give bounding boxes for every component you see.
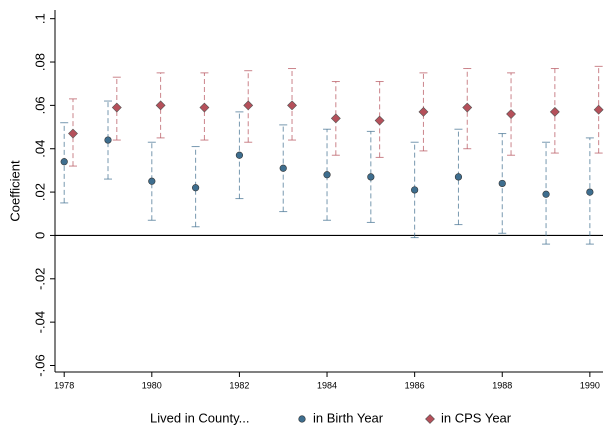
y-tick-label: .04 xyxy=(32,140,47,158)
point xyxy=(323,171,331,179)
point xyxy=(235,151,244,159)
point xyxy=(542,190,550,198)
legend-label: in Birth Year xyxy=(313,410,384,425)
point xyxy=(462,102,473,113)
point xyxy=(367,173,375,181)
y-tick-label: .08 xyxy=(32,53,47,71)
point xyxy=(192,184,200,192)
y-tick-label: .06 xyxy=(32,96,47,114)
point xyxy=(111,102,122,113)
legend-marker xyxy=(425,414,435,424)
point xyxy=(418,106,429,117)
point xyxy=(498,179,506,188)
point xyxy=(411,186,419,194)
x-tick-label: 1986 xyxy=(405,380,425,390)
point xyxy=(60,158,68,166)
x-tick-label: 1990 xyxy=(580,380,600,390)
point xyxy=(549,106,560,117)
x-tick-label: 1978 xyxy=(54,380,74,390)
x-tick-label: 1984 xyxy=(317,380,337,390)
point xyxy=(104,136,112,144)
y-tick-label: -.06 xyxy=(32,354,47,376)
point xyxy=(155,100,166,111)
point xyxy=(506,109,516,119)
y-axis-title: Coefficient xyxy=(7,160,22,222)
point xyxy=(454,173,463,181)
y-tick-label: -.04 xyxy=(32,311,47,333)
x-tick-label: 1988 xyxy=(492,380,512,390)
point xyxy=(199,102,210,113)
legend-marker xyxy=(298,415,306,423)
legend-title: Lived in County... xyxy=(150,410,249,425)
y-tick-label: .1 xyxy=(32,13,47,24)
x-tick-label: 1980 xyxy=(142,380,162,390)
y-tick-label: .02 xyxy=(32,183,47,201)
point xyxy=(279,164,287,172)
point xyxy=(586,188,594,196)
point xyxy=(593,104,604,115)
point xyxy=(148,177,156,185)
point xyxy=(68,128,78,139)
legend-label: in CPS Year xyxy=(441,410,512,425)
point xyxy=(243,100,254,111)
point xyxy=(330,113,341,124)
y-tick-label: -.02 xyxy=(32,268,47,290)
point xyxy=(287,100,297,111)
y-tick-label: 0 xyxy=(32,232,47,239)
x-tick-label: 1982 xyxy=(229,380,249,390)
point xyxy=(374,115,385,126)
